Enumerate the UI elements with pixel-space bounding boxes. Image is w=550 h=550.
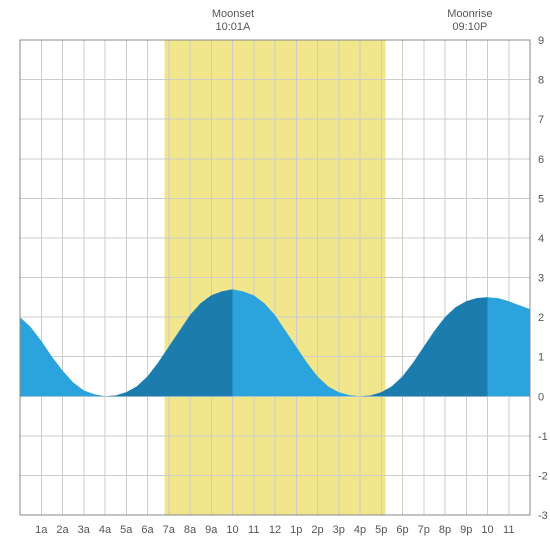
x-tick-label: 9p [460,524,472,536]
x-tick-label: 12 [269,524,281,536]
marker-label: Moonrise [447,8,492,21]
y-tick-label: -1 [538,431,548,443]
y-tick-label: 4 [538,233,544,245]
x-tick-label: 3p [333,524,345,536]
x-tick-label: 11 [248,524,259,536]
x-tick-label: 2a [56,524,69,536]
y-tick-label: -2 [538,470,548,482]
top-markers: Moonset10:01A Moonrise09:10P [0,8,550,38]
y-tick-label: 8 [538,75,544,87]
x-tick-label: 5p [375,524,387,536]
x-tick-label: 4p [354,524,366,536]
x-tick-label: 7p [418,524,430,536]
y-tick-label: 1 [538,352,544,364]
x-tick-label: 3a [78,524,91,536]
x-tick-label: 6p [396,524,408,536]
top-marker: Moonrise09:10P [447,8,492,34]
x-tick-label: 5a [120,524,133,536]
x-tick-label: 11 [503,524,514,536]
x-tick-label: 7a [163,524,176,536]
top-marker: Moonset10:01A [212,8,254,34]
x-tick-label: 6a [141,524,154,536]
x-tick-label: 1p [290,524,302,536]
x-tick-label: 8p [439,524,451,536]
x-tick-label: 10 [481,524,493,536]
marker-time: 10:01A [212,21,254,34]
x-tick-label: 9a [205,524,218,536]
x-tick-label: 2p [311,524,323,536]
x-tick-label: 4a [99,524,112,536]
x-tick-label: 1a [35,524,48,536]
y-tick-label: 5 [538,193,544,205]
y-tick-label: -3 [538,510,548,522]
x-tick-label: 10 [226,524,238,536]
chart-svg: -3-2-101234567891a2a3a4a5a6a7a8a9a101112… [0,0,550,550]
y-tick-label: 7 [538,114,544,126]
y-tick-label: 6 [538,154,544,166]
marker-time: 09:10P [447,21,492,34]
y-tick-label: 3 [538,273,544,285]
y-tick-label: 0 [538,391,544,403]
y-tick-label: 2 [538,312,544,324]
marker-label: Moonset [212,8,254,21]
tide-chart: Moonset10:01AMoonrise09:10P -3-2-1012345… [0,0,550,550]
x-tick-label: 8a [184,524,197,536]
